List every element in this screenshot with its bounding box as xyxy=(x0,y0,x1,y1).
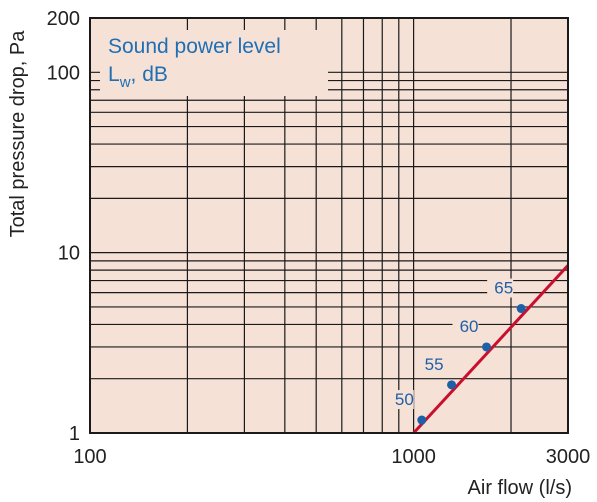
series xyxy=(412,264,570,435)
legend-title-line2: Lw, dB xyxy=(108,63,168,91)
y-tick-label: 1 xyxy=(69,423,80,445)
data-label: 65 xyxy=(494,279,513,298)
data-label-background xyxy=(417,354,444,374)
data-label: 55 xyxy=(425,355,444,374)
y-tick-label: 200 xyxy=(47,8,80,30)
legend-title-line1: Sound power level xyxy=(108,35,281,58)
data-points: 50 55 60 65 xyxy=(387,278,526,425)
legend-title-rest: , dB xyxy=(131,63,168,86)
legend: Sound power level Lw, dB xyxy=(100,30,328,96)
y-axis-label: Total pressure drop, Pa xyxy=(7,30,29,238)
data-point xyxy=(417,415,427,425)
legend-title-sub: w xyxy=(119,74,131,91)
legend-background xyxy=(100,30,328,96)
data-label: 50 xyxy=(395,390,414,409)
series-line xyxy=(412,264,570,435)
data-label-background xyxy=(387,390,414,410)
data-point xyxy=(482,342,492,352)
x-axis-label: Air flow (l/s) xyxy=(468,477,572,499)
x-tick-label: 1000 xyxy=(391,446,436,468)
x-tick-label: 100 xyxy=(73,446,106,468)
y-tick-label: 100 xyxy=(47,62,80,84)
data-label: 60 xyxy=(460,317,479,336)
data-point xyxy=(447,380,457,390)
y-tick-label: 10 xyxy=(58,243,80,265)
plot-frame xyxy=(89,17,569,434)
legend-title-main: L xyxy=(108,63,120,86)
x-tick-label: 3000 xyxy=(546,446,591,468)
data-label-background xyxy=(487,278,514,298)
tick-labels: 100 1000 3000 1 10 100 200 xyxy=(47,8,591,468)
data-point xyxy=(516,304,526,314)
data-label-background xyxy=(452,316,479,336)
